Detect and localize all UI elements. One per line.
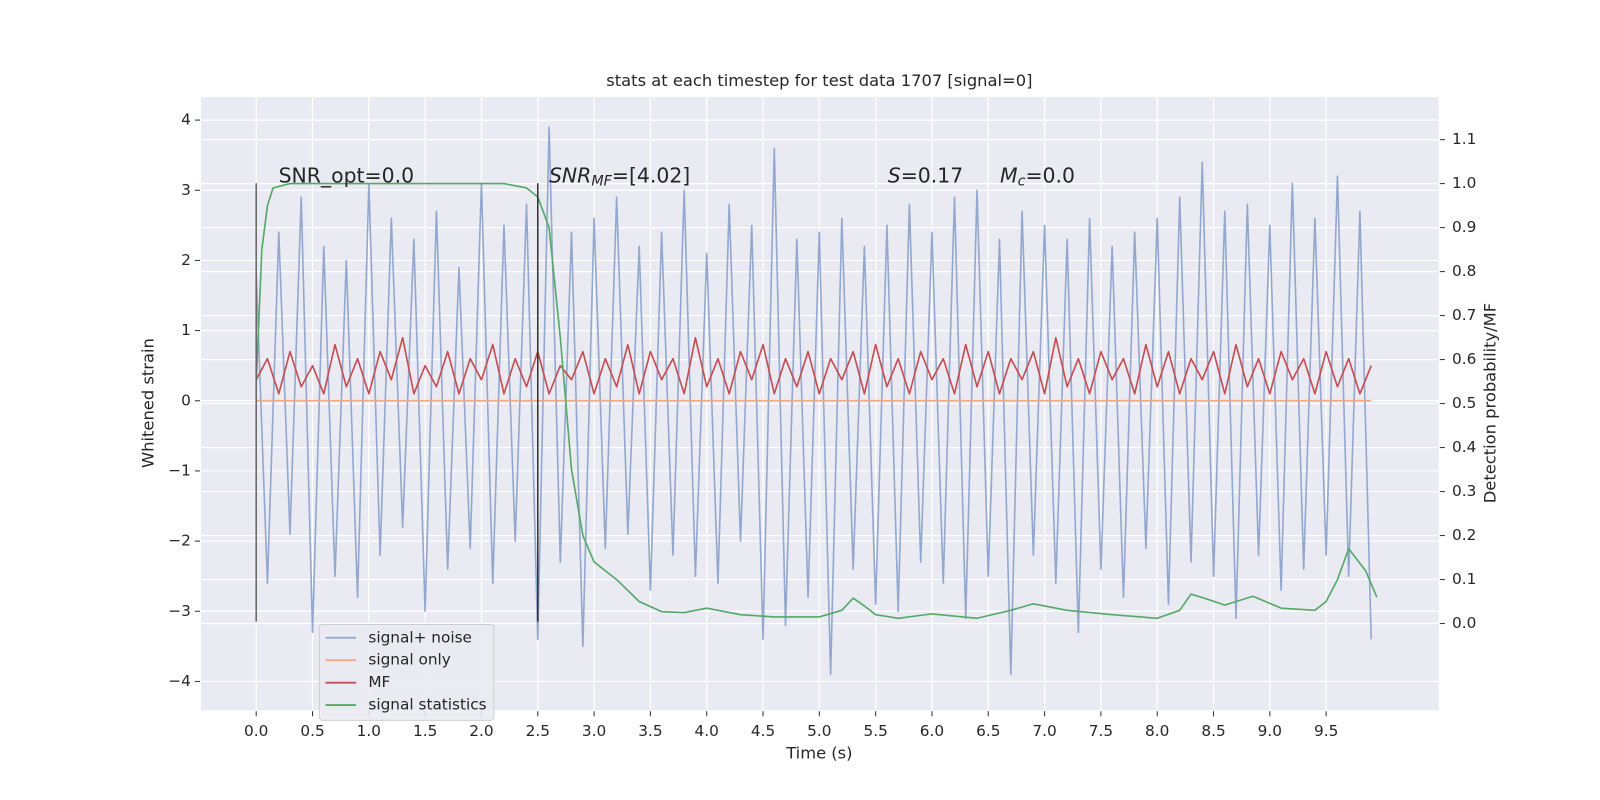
annotation-sub: c: [1018, 174, 1026, 190]
y2-tick-label: 0.6: [1452, 350, 1476, 368]
legend-label: signal+ noise: [368, 628, 472, 646]
y-tick-label: 2: [181, 251, 191, 269]
annotation: S=0.17: [888, 164, 963, 188]
x-tick-label: 6.0: [920, 722, 944, 740]
legend-label: MF: [368, 673, 390, 691]
x-tick-label: 9.0: [1258, 722, 1282, 740]
y2-tick-label: 0.3: [1452, 482, 1476, 500]
x-tick-label: 5.0: [807, 722, 831, 740]
x-tick-label: 6.5: [976, 722, 1000, 740]
y-tick-label: 1: [181, 321, 191, 339]
annotation-main: S: [888, 164, 901, 188]
legend-box: [318, 623, 495, 721]
x-axis-label: Time (s): [785, 744, 852, 763]
x-tick-label: 3.0: [582, 722, 606, 740]
annotation-rest: SNR_opt=0.0: [279, 164, 415, 189]
y-tick-label: −1: [168, 461, 191, 479]
y2-tick-label: 1.1: [1452, 130, 1476, 148]
series-line: [255, 126, 1373, 676]
y-tick-label: 4: [181, 111, 191, 129]
x-tick-label: 8.5: [1201, 722, 1225, 740]
y-tick-label: −3: [168, 602, 191, 620]
x-tick-label: 5.5: [863, 722, 887, 740]
y2-tick-label: 0.9: [1452, 218, 1476, 236]
annotation-main: M: [1000, 164, 1018, 188]
legend-label: signal statistics: [368, 696, 486, 714]
x-tick-label: 4.0: [695, 722, 719, 740]
y2-axis-label: Detection probability/MF: [1480, 303, 1499, 503]
x-tick-label: 7.0: [1032, 722, 1056, 740]
y-tick-label: −2: [168, 532, 191, 550]
y2-tick-label: 0.0: [1452, 614, 1476, 632]
y-tick-label: 3: [181, 181, 191, 199]
y2-tick-label: 0.7: [1452, 306, 1476, 324]
chart-title: stats at each timestep for test data 170…: [606, 71, 1032, 90]
annotation: Mc=0.0: [1000, 164, 1075, 190]
x-tick-label: 8.0: [1145, 722, 1169, 740]
x-tick-label: 7.5: [1089, 722, 1113, 740]
series-line: [255, 182, 1378, 620]
annotation-rest: =[4.02]: [612, 164, 690, 188]
x-tick-label: 4.5: [751, 722, 775, 740]
x-tick-label: 3.5: [638, 722, 662, 740]
y-axis-label: Whitened strain: [138, 338, 157, 468]
annotation: SNRMF=[4.02]: [549, 164, 690, 190]
y-tick-label: −4: [168, 672, 191, 690]
x-tick-label: 2.0: [469, 722, 493, 740]
x-tick-label: 9.5: [1314, 722, 1338, 740]
x-tick-label: 2.5: [526, 722, 550, 740]
annotation-main: SNR: [549, 164, 591, 188]
annotation-rest: =0.17: [901, 164, 964, 188]
annotation-sub: MF: [591, 174, 612, 190]
legend-label: signal only: [368, 651, 450, 669]
y2-tick-label: 0.4: [1452, 438, 1476, 456]
x-tick-label: 1.0: [357, 722, 381, 740]
y2-tick-label: 0.8: [1452, 262, 1476, 280]
series-line: [255, 336, 1372, 395]
annotation: SNR_opt=0.0: [279, 164, 415, 189]
annotation-rest: =0.0: [1025, 164, 1075, 188]
x-tick-label: 0.0: [244, 722, 268, 740]
y-tick-label: 0: [181, 391, 191, 409]
y2-tick-label: 0.2: [1452, 526, 1476, 544]
x-tick-label: 1.5: [413, 722, 437, 740]
y2-tick-label: 1.0: [1452, 174, 1476, 192]
y2-tick-label: 0.5: [1452, 394, 1476, 412]
x-tick-label: 0.5: [300, 722, 324, 740]
y2-tick-label: 0.1: [1452, 570, 1476, 588]
